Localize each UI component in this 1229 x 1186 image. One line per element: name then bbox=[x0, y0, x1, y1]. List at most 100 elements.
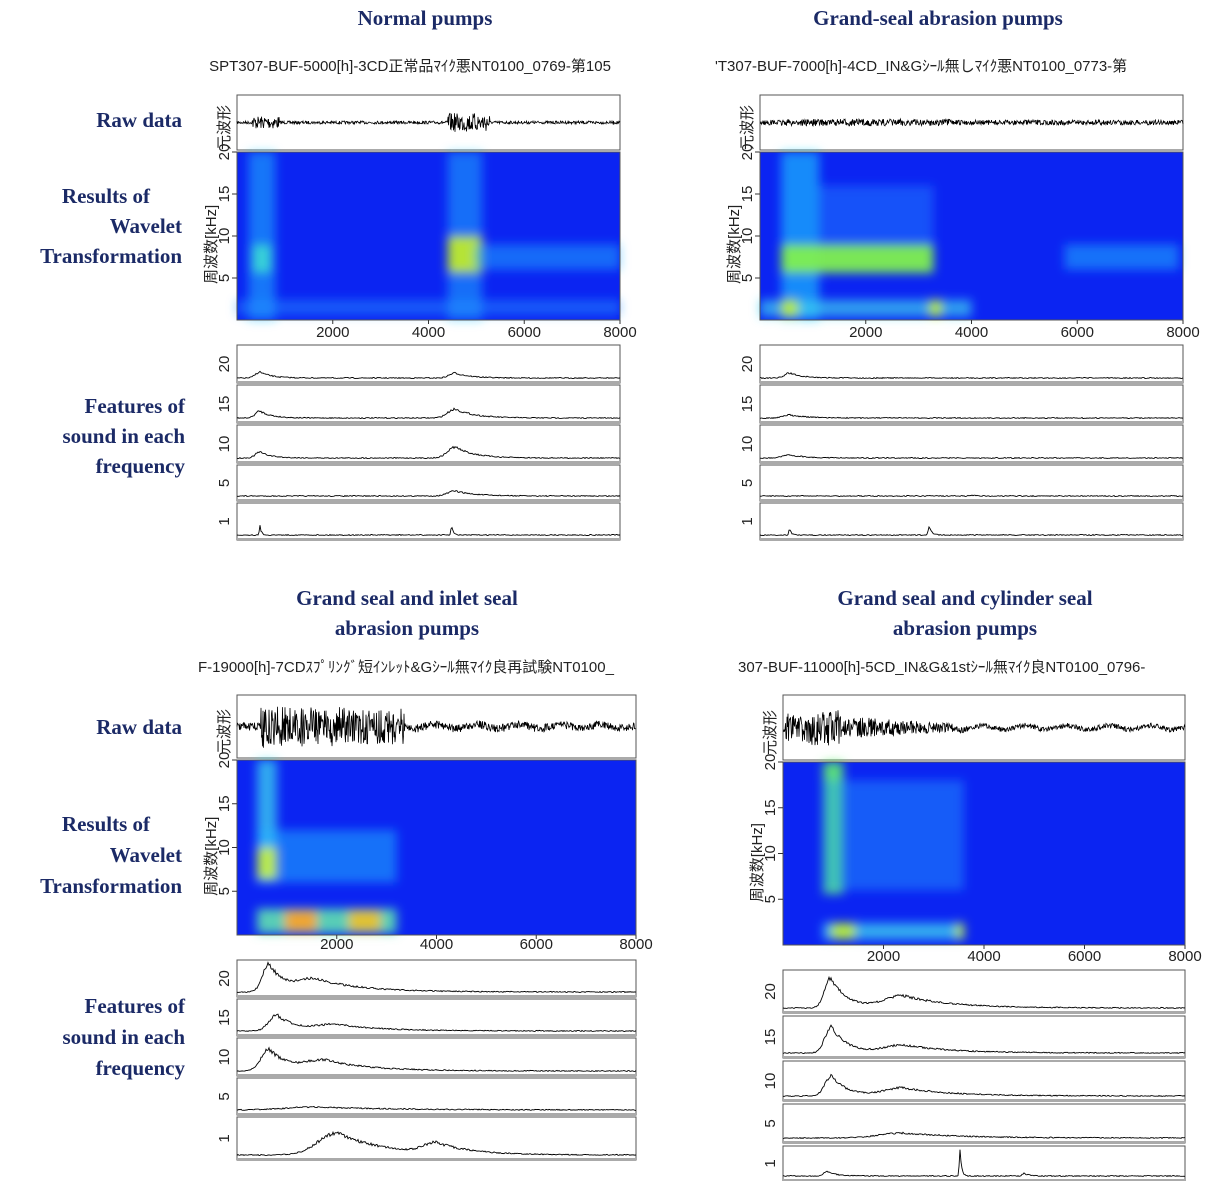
feature-label: 20 bbox=[762, 983, 779, 1000]
x-tick-label: 8000 bbox=[603, 324, 636, 341]
panel-title: Normal pumps bbox=[358, 6, 493, 30]
y-axis-label: 元波形 bbox=[762, 710, 779, 755]
x-tick-label: 8000 bbox=[1166, 324, 1199, 341]
y-tick-label: 15 bbox=[762, 799, 779, 816]
hot-spot bbox=[781, 244, 934, 273]
feature-curve bbox=[782, 1024, 1186, 1054]
spectrogram bbox=[237, 152, 620, 320]
hot-spot bbox=[237, 299, 620, 315]
y-tick-label: 20 bbox=[739, 144, 756, 161]
y-tick-label: 20 bbox=[216, 752, 233, 769]
y-axis-label: 周波数[kHz] bbox=[203, 817, 220, 896]
feature-frame bbox=[236, 959, 637, 998]
feature-label: 10 bbox=[216, 1049, 233, 1066]
feature-label: 1 bbox=[739, 517, 756, 525]
y-axis-label: 周波数[kHz] bbox=[203, 205, 220, 284]
feature-curve bbox=[782, 1131, 1185, 1140]
hot-spot bbox=[284, 910, 317, 932]
row-label: Transformation bbox=[40, 874, 182, 898]
row-label: Features of bbox=[85, 394, 187, 418]
row-label: Features of bbox=[85, 994, 187, 1018]
y-tick-label: 20 bbox=[216, 144, 233, 161]
row-label: frequency bbox=[96, 454, 186, 478]
file-name: 307-BUF-11000[h]-5CD_IN&G&1stｼｰﾙ無ﾏｲｸ良NT0… bbox=[738, 659, 1145, 676]
raw-frame bbox=[782, 694, 1186, 761]
hot-spot bbox=[823, 780, 964, 891]
spectrogram-features bbox=[256, 760, 397, 934]
spectrogram-features bbox=[823, 762, 964, 940]
x-tick-label: 2000 bbox=[867, 948, 900, 965]
y-tick-label: 15 bbox=[216, 186, 233, 203]
row-label: Wavelet bbox=[110, 843, 182, 867]
x-tick-label: 4000 bbox=[967, 948, 1000, 965]
y-tick-label: 20 bbox=[762, 754, 779, 771]
feature-curve bbox=[782, 975, 1186, 1010]
feature-label: 20 bbox=[739, 356, 756, 373]
feature-frame bbox=[782, 969, 1186, 1014]
feature-label: 1 bbox=[216, 1134, 233, 1142]
feature-label: 1 bbox=[762, 1159, 779, 1167]
x-tick-label: 4000 bbox=[420, 936, 453, 953]
hot-spot bbox=[823, 923, 964, 940]
y-tick-label: 15 bbox=[739, 186, 756, 203]
feature-label: 10 bbox=[762, 1073, 779, 1090]
feature-label: 5 bbox=[762, 1119, 779, 1127]
x-tick-label: 2000 bbox=[320, 936, 353, 953]
spectrogram-features bbox=[237, 152, 620, 320]
feature-label: 15 bbox=[739, 396, 756, 413]
hot-spot bbox=[348, 910, 381, 932]
x-tick-label: 2000 bbox=[849, 324, 882, 341]
feature-label: 15 bbox=[762, 1029, 779, 1046]
feature-curve bbox=[236, 1130, 637, 1156]
hot-spot bbox=[760, 299, 972, 317]
feature-curve bbox=[759, 454, 1184, 460]
y-tick-label: 5 bbox=[216, 887, 233, 895]
row-label: Raw data bbox=[96, 715, 182, 739]
feature-curve bbox=[760, 372, 1184, 380]
panel-title: Grand seal and inlet seal bbox=[296, 586, 518, 610]
hot-spot bbox=[248, 152, 276, 320]
row-label: Raw data bbox=[96, 108, 182, 132]
y-tick-label: 10 bbox=[216, 839, 233, 856]
y-axis-label: 周波数[kHz] bbox=[749, 823, 766, 902]
spectrogram-features bbox=[760, 152, 1179, 320]
feature-curve bbox=[236, 490, 621, 498]
hot-spot bbox=[955, 923, 964, 940]
x-tick-label: 4000 bbox=[412, 324, 445, 341]
panel-title: abrasion pumps bbox=[893, 616, 1037, 640]
y-axis-label: 元波形 bbox=[216, 709, 233, 754]
feature-curve bbox=[236, 525, 621, 537]
y-tick-label: 5 bbox=[762, 895, 779, 903]
row-label: Wavelet bbox=[110, 214, 182, 238]
feature-label: 15 bbox=[216, 1009, 233, 1026]
x-tick-label: 8000 bbox=[1168, 948, 1201, 965]
feature-curve bbox=[759, 525, 1184, 537]
feature-curve bbox=[236, 961, 637, 994]
row-label: frequency bbox=[96, 1056, 186, 1080]
raw-wave bbox=[236, 706, 637, 748]
feature-label: 1 bbox=[216, 517, 233, 525]
y-tick-label: 5 bbox=[739, 274, 756, 282]
feature-curve bbox=[782, 1149, 1186, 1178]
feature-label: 10 bbox=[216, 436, 233, 453]
feature-label: 10 bbox=[739, 436, 756, 453]
y-tick-label: 10 bbox=[216, 228, 233, 245]
x-tick-label: 6000 bbox=[1061, 324, 1094, 341]
panel-title: Grand-seal abrasion pumps bbox=[813, 6, 1063, 30]
feature-label: 15 bbox=[216, 396, 233, 413]
feature-label: 20 bbox=[216, 970, 233, 987]
feature-curve bbox=[236, 370, 621, 380]
feature-curve bbox=[759, 413, 1184, 420]
panel-title: abrasion pumps bbox=[335, 616, 479, 640]
y-tick-label: 15 bbox=[216, 795, 233, 812]
feature-curve bbox=[236, 407, 621, 420]
raw-wave bbox=[759, 117, 1184, 128]
feature-curve bbox=[236, 1046, 637, 1073]
file-name: F-19000[h]-7CDｽﾌﾟﾘﾝｸﾞ短ｲﾝﾚｯﾄ&Gｼｰﾙ無ﾏｲｸ良再試験… bbox=[198, 659, 615, 676]
feature-label: 5 bbox=[739, 479, 756, 487]
feature-curve bbox=[236, 1013, 637, 1033]
x-tick-label: 6000 bbox=[508, 324, 541, 341]
row-label: Results of bbox=[62, 812, 151, 836]
feature-curve bbox=[236, 1106, 637, 1111]
